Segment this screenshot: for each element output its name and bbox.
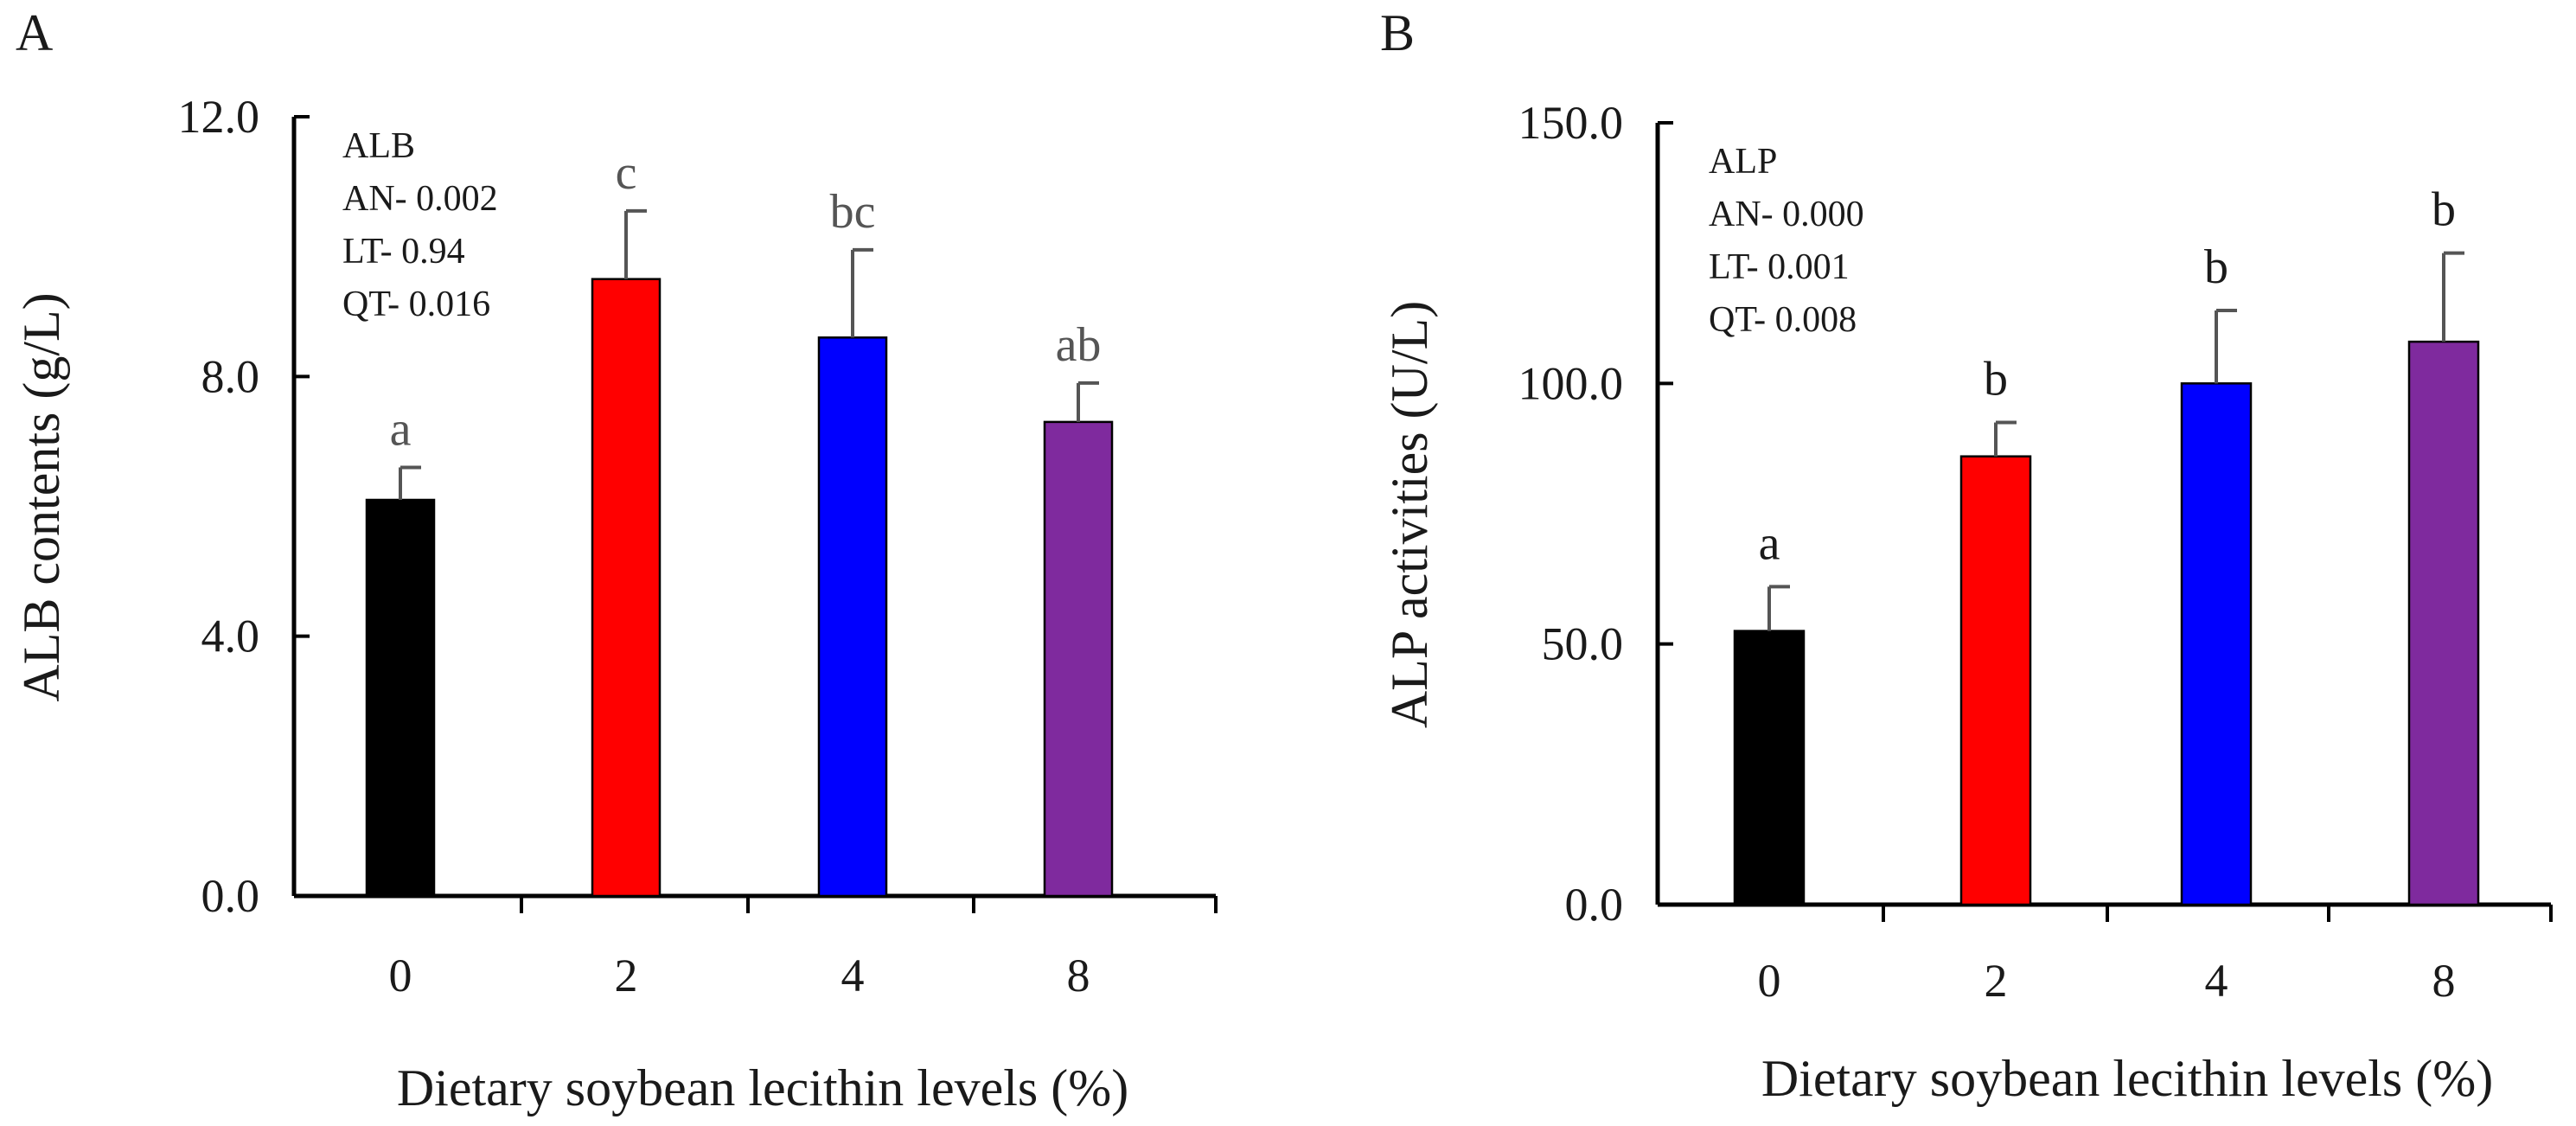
stats-line: AN- 0.000 bbox=[1709, 195, 1864, 234]
x-ticks bbox=[520, 896, 1218, 913]
x-tick-label: 2 bbox=[615, 950, 638, 1001]
significance-label: a bbox=[1759, 516, 1780, 570]
y-tick-label: 50.0 bbox=[1542, 618, 1624, 670]
stats-line: LT- 0.94 bbox=[342, 232, 465, 272]
y-tick-label: 0.0 bbox=[1565, 879, 1624, 931]
stats-line: LT- 0.001 bbox=[1709, 247, 1850, 287]
y-tick-label: 12.0 bbox=[178, 91, 260, 143]
y-tick-label: 100.0 bbox=[1518, 357, 1624, 409]
bar bbox=[1733, 630, 1806, 906]
x-axis-title: Dietary soybean lecithin levels (%) bbox=[397, 1059, 1128, 1116]
significance-label: b bbox=[2204, 240, 2228, 294]
significance-label: ab bbox=[1056, 318, 1102, 372]
panel-label: A bbox=[16, 4, 53, 61]
y-ticks: 0.0 50.0 100.0 150.0 bbox=[1518, 97, 1673, 931]
stats-annotation: ALB AN- 0.002 LT- 0.94 QT- 0.016 bbox=[342, 126, 498, 324]
significance-label: b bbox=[1984, 353, 2008, 406]
bar bbox=[2180, 382, 2253, 906]
x-tick-label: 4 bbox=[2205, 955, 2228, 1007]
bar bbox=[1959, 455, 2032, 906]
x-tick-label: 0 bbox=[389, 950, 412, 1001]
y-ticks: 0.0 4.0 8.0 12.0 bbox=[178, 91, 310, 922]
stats-line: ALB bbox=[342, 126, 415, 166]
bar bbox=[591, 278, 662, 898]
panel-label: B bbox=[1380, 4, 1415, 61]
stats-line: QT- 0.008 bbox=[1709, 300, 1857, 340]
bar bbox=[817, 336, 888, 898]
stats-line: ALP bbox=[1709, 142, 1777, 182]
chart-panel-alp: B 0.0 50.0 100.0 150.0 a 0 b 2 b 4 b 8 ALP AN- 0.0… bbox=[1380, 4, 2553, 1107]
x-ticks bbox=[1882, 905, 2553, 922]
significance-label: b bbox=[2432, 183, 2456, 237]
bar bbox=[365, 498, 436, 898]
y-tick-label: 8.0 bbox=[201, 350, 260, 402]
chart-panel-alb: A 0.0 4.0 8.0 12.0 a 0 c 2 bc 4 ab 8 ALB AN- 0.002… bbox=[13, 4, 1218, 1116]
y-tick-label: 4.0 bbox=[201, 611, 260, 662]
significance-label: bc bbox=[830, 185, 876, 239]
x-tick-label: 8 bbox=[2432, 955, 2456, 1007]
x-tick-label: 0 bbox=[1758, 955, 1781, 1007]
bars: a 0 c 2 bc 4 ab 8 bbox=[365, 146, 1114, 1001]
x-axis-title: Dietary soybean lecithin levels (%) bbox=[1761, 1050, 2493, 1107]
x-tick-label: 2 bbox=[1985, 955, 2008, 1007]
significance-label: c bbox=[616, 146, 637, 200]
y-tick-label: 150.0 bbox=[1518, 97, 1624, 149]
y-tick-label: 0.0 bbox=[201, 870, 260, 922]
stats-line: AN- 0.002 bbox=[342, 179, 498, 219]
x-tick-label: 4 bbox=[841, 950, 865, 1001]
y-axis-title: ALB contents (g/L) bbox=[13, 292, 70, 701]
y-axis-title: ALP activities (U/L) bbox=[1381, 301, 1438, 728]
bar bbox=[2407, 340, 2480, 906]
bars: a 0 b 2 b 4 b 8 bbox=[1733, 183, 2480, 1007]
x-tick-label: 8 bbox=[1067, 950, 1090, 1001]
stats-line: QT- 0.016 bbox=[342, 285, 490, 324]
significance-label: a bbox=[390, 402, 412, 456]
stats-annotation: ALP AN- 0.000 LT- 0.001 QT- 0.008 bbox=[1709, 142, 1864, 340]
bar bbox=[1043, 420, 1114, 898]
